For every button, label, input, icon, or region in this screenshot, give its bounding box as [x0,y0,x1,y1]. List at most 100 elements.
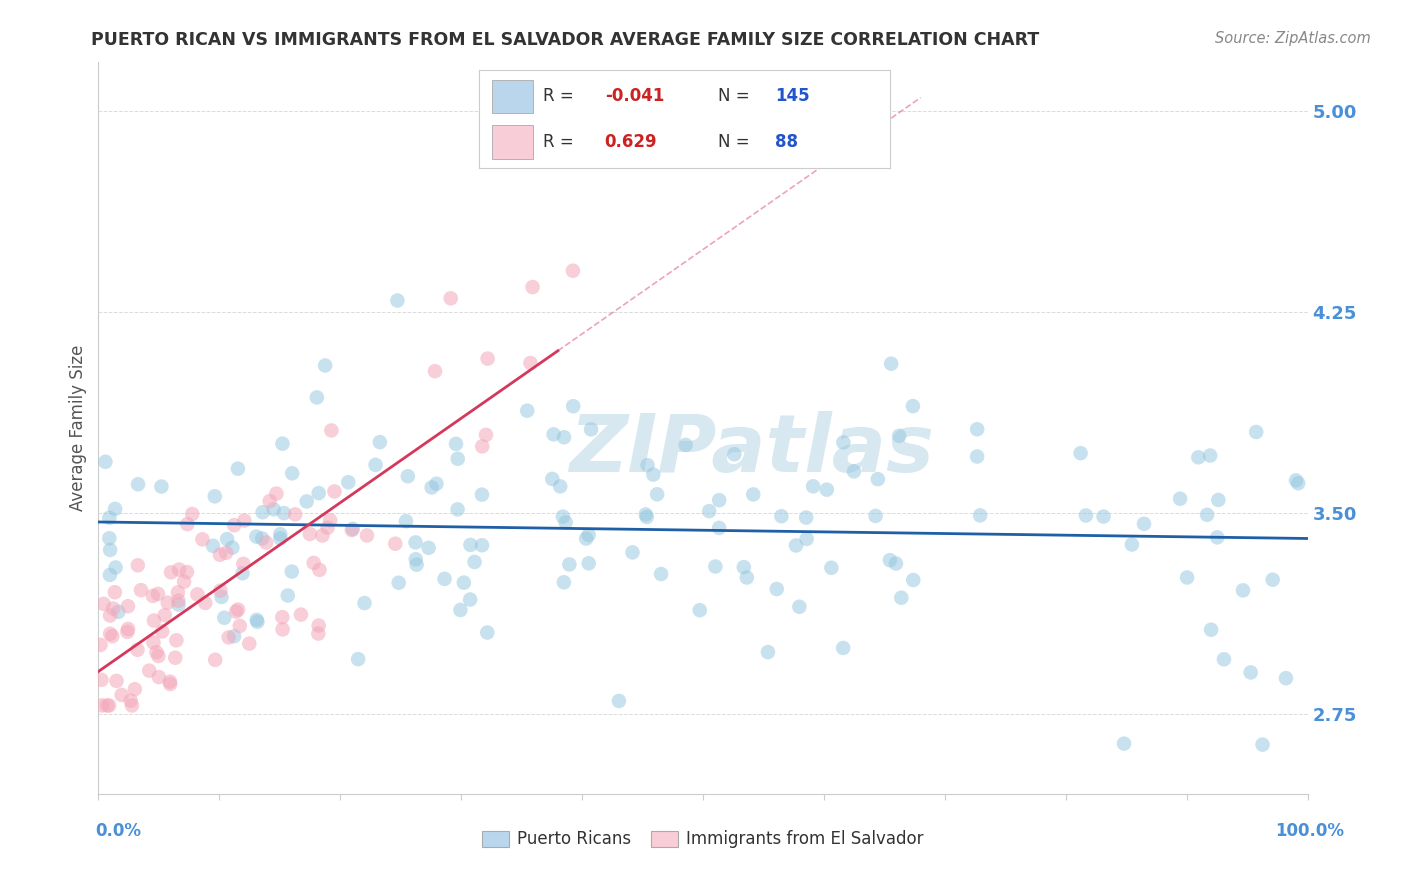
Point [314,359,336,373]
Point [238,636,260,650]
Point [212,611,235,625]
Point [266,486,288,500]
Point [176,565,198,579]
Point [1208,493,1230,508]
Point [269,532,291,546]
Point [98,568,121,582]
Point [815,483,838,497]
Point [98,543,121,558]
Point [160,566,183,580]
Point [226,602,249,616]
Point [165,633,187,648]
Point [208,548,231,562]
Point [621,545,644,559]
Point [1092,509,1115,524]
Point [323,484,346,499]
Point [832,640,855,655]
Point [405,552,427,566]
Point [579,422,602,436]
Point [1199,623,1222,637]
Point [124,682,146,697]
Point [167,585,190,599]
Point [129,583,152,598]
Point [387,293,409,308]
Point [308,486,330,500]
Point [643,467,665,482]
Point [675,438,697,452]
Point [1121,537,1143,551]
Point [319,513,342,527]
Point [425,476,447,491]
Point [211,590,233,604]
Point [142,614,165,628]
Point [636,510,658,524]
Point [966,422,988,436]
Point [98,626,121,640]
Point [405,535,427,549]
Point [901,399,924,413]
Point [697,504,720,518]
Text: 0.0%: 0.0% [96,822,142,840]
Point [865,508,887,523]
Point [215,546,238,560]
Point [1232,583,1254,598]
Point [440,291,463,305]
Point [226,461,249,475]
Point [271,610,294,624]
Point [384,537,406,551]
Point [1251,738,1274,752]
Point [159,674,181,689]
Point [176,517,198,532]
Point [277,589,299,603]
Point [887,429,910,443]
Point [785,539,807,553]
Point [742,487,765,501]
Point [121,698,143,713]
Point [707,521,730,535]
Point [347,652,370,666]
Point [321,424,343,438]
Point [607,694,630,708]
Point [477,351,499,366]
Point [221,541,243,555]
Point [735,570,758,584]
Point [866,472,889,486]
Point [159,677,181,691]
Point [284,508,307,522]
Point [90,673,112,687]
Point [252,532,274,546]
Point [204,489,226,503]
Text: Source: ZipAtlas.com: Source: ZipAtlas.com [1215,31,1371,46]
Point [252,505,274,519]
Point [558,558,581,572]
Point [98,608,121,623]
Point [1168,491,1191,506]
Point [167,598,190,612]
Point [259,494,281,508]
Y-axis label: Average Family Size: Average Family Size [69,345,87,511]
Point [201,539,224,553]
Point [173,574,195,589]
Point [423,364,446,378]
Point [820,560,842,574]
Point [1286,476,1309,491]
Point [477,625,499,640]
Point [460,538,482,552]
Point [165,650,187,665]
Point [1275,671,1298,685]
Point [364,458,387,472]
Text: ZIPatlas: ZIPatlas [569,411,934,489]
Point [578,556,600,570]
Point [789,599,811,614]
Point [471,538,494,552]
Point [340,523,363,537]
Point [704,559,727,574]
Point [464,555,486,569]
Point [1213,652,1236,666]
Point [142,635,165,649]
Point [458,592,481,607]
Point [245,530,267,544]
Point [1187,450,1209,465]
Point [271,623,294,637]
Point [1244,425,1267,439]
